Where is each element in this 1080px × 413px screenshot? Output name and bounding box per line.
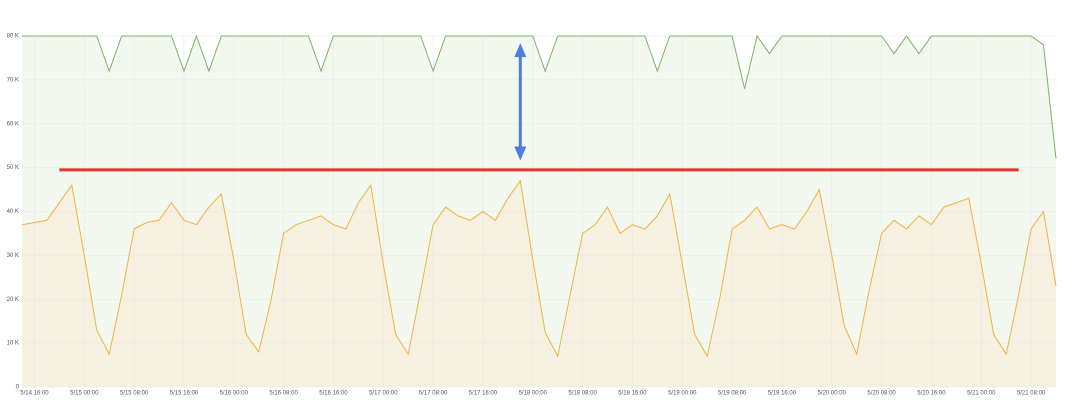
area-fill: [22, 180, 1056, 387]
y-tick-label: 10 K: [7, 341, 19, 347]
x-tick-label: 5/16 08:00: [269, 391, 298, 397]
y-tick-label: 20 K: [7, 297, 19, 303]
x-tick-label: 5/15 00:00: [70, 391, 99, 397]
x-tick-label: 5/16 16:00: [319, 391, 348, 397]
y-tick-label: 30 K: [7, 253, 19, 259]
x-tick-label: 5/20 16:00: [917, 391, 946, 397]
x-tick-label: 5/16 00:00: [220, 391, 249, 397]
x-tick-label: 5/21 00:00: [967, 391, 996, 397]
y-tick-label: 60 K: [7, 121, 19, 127]
x-tick-label: 5/18 08:00: [568, 391, 597, 397]
x-tick-label: 5/20 00:00: [818, 391, 847, 397]
x-tick-label: 5/17 08:00: [419, 391, 448, 397]
x-tick-label: 5/19 00:00: [668, 391, 697, 397]
y-tick-label: 80 K: [7, 34, 19, 40]
x-tick-label: 5/20 08:00: [867, 391, 896, 397]
x-tick-label: 5/14 16:00: [20, 391, 49, 397]
x-tick-label: 5/17 00:00: [369, 391, 398, 397]
x-tick-label: 5/17 16:00: [469, 391, 498, 397]
y-tick-label: 40 K: [7, 209, 19, 215]
x-tick-label: 5/19 16:00: [768, 391, 797, 397]
x-tick-label: 5/15 16:00: [170, 391, 199, 397]
series-line: [21, 179, 1057, 358]
y-tick-label: 0: [16, 385, 20, 391]
arrow-head: [514, 43, 527, 58]
x-tick-label: 5/19 08:00: [718, 391, 747, 397]
x-tick-label: 5/18 00:00: [519, 391, 548, 397]
y-tick-label: 50 K: [7, 165, 19, 171]
arrow-head: [514, 146, 527, 161]
x-tick-label: 5/21 08:00: [1017, 391, 1046, 397]
x-tick-label: 5/15 08:00: [120, 391, 149, 397]
y-tick-label: 70 K: [7, 77, 19, 83]
series-line: [22, 34, 1057, 159]
x-tick-label: 5/18 16:00: [618, 391, 647, 397]
